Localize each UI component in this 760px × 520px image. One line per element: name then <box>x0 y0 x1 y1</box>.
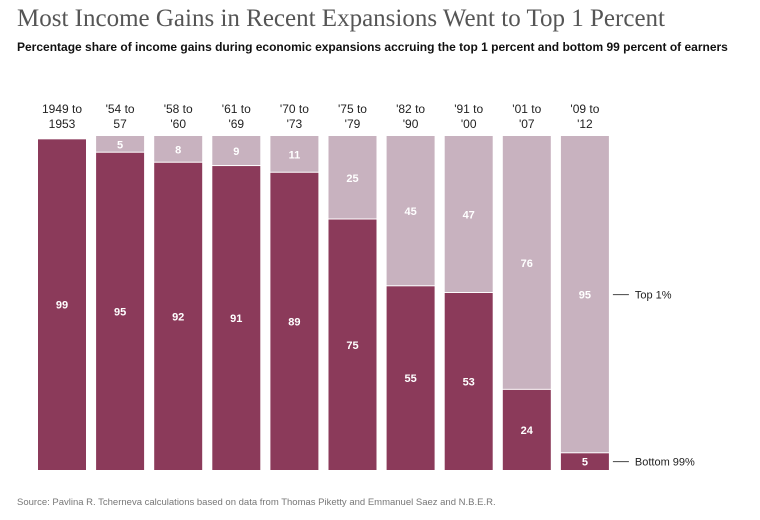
bar-bottom-segment <box>270 172 319 471</box>
bar-bottom-segment <box>212 166 261 470</box>
category-label: '09 to <box>570 102 599 116</box>
value-label-bottom: 99 <box>56 300 68 312</box>
bar-top-segment <box>212 136 261 166</box>
value-label-top: 47 <box>463 209 475 221</box>
category-label: '82 to <box>396 102 425 116</box>
bar-bottom-segment <box>154 162 203 470</box>
category-label: 57 <box>113 117 127 131</box>
bar-bottom-segment <box>38 139 86 470</box>
bar-bottom-segment <box>386 286 435 470</box>
category-label: '91 to <box>454 102 483 116</box>
value-label-bottom: 24 <box>521 425 534 437</box>
category-label: '75 to <box>338 102 367 116</box>
value-label-bottom: 91 <box>230 313 242 325</box>
bars-group <box>38 136 609 471</box>
category-label: '60 <box>170 117 186 131</box>
bar-top-segment <box>270 136 319 172</box>
category-label: '61 to <box>222 102 251 116</box>
legend-group: Top 1% Bottom 99% <box>612 290 695 469</box>
bar-top-segment <box>328 136 377 219</box>
bar-top-segment <box>444 136 493 292</box>
value-label-bottom: 75 <box>346 340 358 352</box>
legend-label: Top 1% <box>635 290 672 302</box>
bar-top-segment <box>560 136 609 453</box>
value-label-top: 9 <box>233 146 239 158</box>
value-label-bottom: 55 <box>404 373 416 385</box>
category-label: 1949 to <box>42 102 82 116</box>
category-label: '00 <box>461 117 477 131</box>
category-label: '07 <box>519 117 535 131</box>
bar-bottom-segment <box>560 453 609 470</box>
category-label: '54 to <box>106 102 135 116</box>
bar-bottom-segment <box>502 389 551 470</box>
value-label-top: 11 <box>289 149 301 161</box>
category-label: '90 <box>403 117 419 131</box>
category-label: '58 to <box>164 102 193 116</box>
value-label-bottom: 95 <box>114 306 126 318</box>
category-label: '70 to <box>280 102 309 116</box>
value-label-bottom: 92 <box>172 311 184 323</box>
bar-bottom-segment <box>444 292 493 470</box>
source-note: Source: Pavlina R. Tcherneva calculation… <box>17 497 496 508</box>
value-label-top: 8 <box>175 144 181 156</box>
bar-top-segment <box>386 136 435 286</box>
bar-top-segment <box>154 136 203 162</box>
value-label-bottom: 89 <box>288 316 300 328</box>
bar-top-segment <box>96 136 145 152</box>
value-label-top: 95 <box>579 290 591 302</box>
value-label-bottom: 53 <box>463 376 475 388</box>
value-label-top: 25 <box>346 173 358 185</box>
bar-top-segment <box>502 136 551 389</box>
category-label: '73 <box>287 117 303 131</box>
category-label: '69 <box>228 117 244 131</box>
bar-bottom-segment <box>96 152 145 470</box>
value-label-top: 5 <box>117 139 123 151</box>
bar-bottom-segment <box>328 219 377 470</box>
value-label-top: 76 <box>521 258 533 270</box>
legend-label: Bottom 99% <box>635 457 695 469</box>
category-label: '12 <box>577 117 593 131</box>
category-label: '79 <box>345 117 361 131</box>
chart-subtitle: Percentage share of income gains during … <box>17 40 728 54</box>
category-label: 1953 <box>49 117 76 131</box>
chart-title: Most Income Gains in Recent Expansions W… <box>17 5 665 32</box>
value-label-bottom: 5 <box>582 457 588 469</box>
value-label-top: 45 <box>404 206 416 218</box>
category-label: '01 to <box>512 102 541 116</box>
